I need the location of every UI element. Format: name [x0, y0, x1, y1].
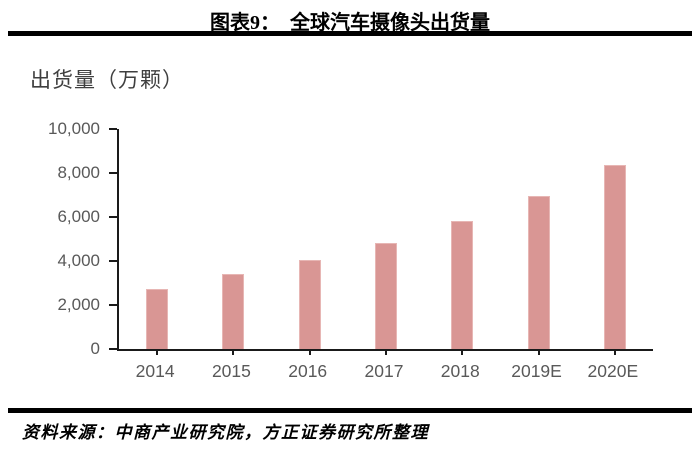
- x-axis-tick: [613, 350, 616, 355]
- x-tick-label-2017: 2017: [364, 361, 404, 381]
- x-axis-tick: [232, 350, 235, 355]
- y-tick-label: 2,000: [57, 295, 100, 314]
- bar-cell-2018: [424, 129, 500, 355]
- bar-cell-2019E: [500, 129, 576, 355]
- bar-2017: [374, 242, 397, 349]
- x-axis-tick: [308, 350, 311, 355]
- y-axis-tick: [109, 216, 117, 218]
- x-tick-label-2015: 2015: [211, 361, 251, 381]
- y-tick-label: 8,000: [57, 163, 100, 182]
- bar-2015: [222, 274, 245, 349]
- bar-2014: [146, 288, 169, 349]
- x-tick-label-2019E: 2019E: [511, 361, 562, 381]
- y-axis-tick: [109, 348, 117, 350]
- y-axis-tick: [109, 260, 117, 262]
- bar-cell-2015: [195, 129, 271, 355]
- bar-2020E: [603, 165, 626, 349]
- y-tick-label: 0: [90, 339, 100, 358]
- y-axis-tick: [109, 172, 117, 174]
- x-tick-label-2016: 2016: [288, 361, 328, 381]
- y-axis-tick-labels: 0 2,000 4,000 6,000 8,000 10,000: [0, 119, 100, 358]
- x-axis-tick: [384, 350, 387, 355]
- bar-2018: [451, 220, 474, 349]
- bar-cell-2014: [119, 129, 195, 355]
- y-tick-label: 6,000: [57, 207, 100, 226]
- plot-area: [117, 129, 653, 355]
- y-axis-title: 出货量（万颗）: [30, 69, 184, 92]
- bar-cell-2016: [272, 129, 348, 355]
- x-axis-tick: [537, 350, 540, 355]
- bar-cell-2017: [348, 129, 424, 355]
- figure-title: 图表9： 全球汽车摄像头出货量: [210, 12, 490, 34]
- source-note: 资料来源：中商产业研究院，方正证券研究所整理: [22, 423, 429, 442]
- x-tick-label-2020E: 2020E: [587, 361, 639, 381]
- y-tick-label: 4,000: [57, 251, 100, 270]
- bar-cell-2020E: [577, 129, 653, 355]
- x-axis-tick: [461, 350, 464, 355]
- x-axis-tick: [156, 350, 159, 355]
- y-axis-tick: [109, 128, 117, 130]
- top-rule: [8, 31, 692, 36]
- x-tick-label-2014: 2014: [135, 361, 175, 381]
- bottom-rule: [8, 408, 692, 413]
- y-axis-tick: [109, 304, 117, 306]
- bar-2016: [298, 259, 321, 349]
- bar-series: [119, 129, 653, 355]
- x-tick-label-2018: 2018: [440, 361, 480, 381]
- bar-2019E: [527, 196, 550, 349]
- y-tick-label: 10,000: [48, 119, 100, 138]
- x-axis-tick-labels: 2014 2015 2016 2017 2018 2019E 2020E: [117, 361, 651, 382]
